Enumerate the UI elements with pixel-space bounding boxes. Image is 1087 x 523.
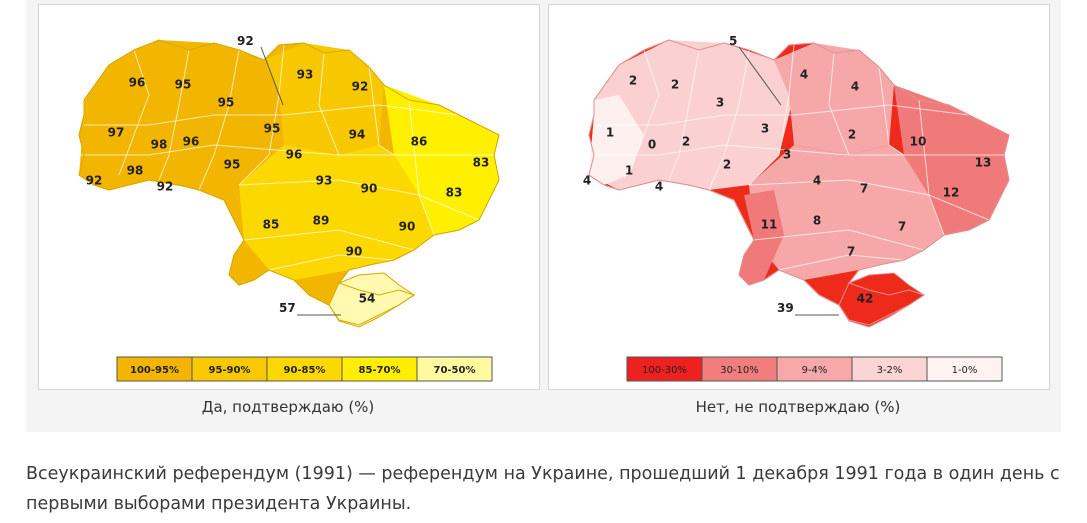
region-value: 95 (224, 158, 241, 172)
article-text: Всеукраинский референдум (1991) — рефере… (26, 464, 1060, 514)
caption-yes: Да, подтверждаю (%) (201, 398, 375, 416)
region-value: 54 (359, 292, 376, 306)
region-value: 85 (263, 218, 280, 232)
region-value: 4 (851, 80, 859, 94)
region-value: 96 (183, 135, 200, 149)
legend-label: 1-0% (952, 365, 978, 376)
region-value: 95 (218, 96, 235, 110)
legend-label: 3-2% (877, 365, 903, 376)
region-value: 2 (629, 74, 637, 88)
region-value: 95 (175, 78, 192, 92)
region-value: 13 (975, 156, 992, 170)
region-value: 83 (473, 156, 490, 170)
legend: 100-30% 30-10% 9-4% 3-2% 1-0% (626, 356, 1003, 382)
legend-swatch (341, 356, 418, 382)
legend-label: 90-85% (283, 365, 325, 376)
region-value: 83 (446, 186, 463, 200)
legend-label: 70-50% (433, 365, 475, 376)
region-value: 95 (264, 122, 281, 136)
region-value: 42 (857, 292, 874, 306)
map-yes: 96 95 95 93 92 97 98 96 95 94 86 92 98 92 95 96 93 83 90 83… (78, 34, 500, 382)
caption-no: Нет, не подтверждаю (%) (695, 398, 901, 416)
region-value: 0 (648, 138, 656, 152)
country-shape (78, 39, 500, 328)
region-value: 2 (682, 135, 690, 149)
region-value: 92 (157, 180, 174, 194)
legend-label: 9-4% (802, 365, 828, 376)
legend-swatch (416, 356, 493, 382)
region-value: 1 (606, 126, 614, 140)
region-value: 89 (313, 214, 330, 228)
region-value: 93 (316, 174, 333, 188)
callout-label: 39 (777, 301, 794, 315)
region-value: 92 (86, 174, 103, 188)
region-value: 4 (813, 174, 821, 188)
legend-swatch (116, 356, 193, 382)
legend-label: 30-10% (720, 365, 759, 376)
callout-label: 92 (237, 34, 254, 48)
region-value: 4 (655, 180, 663, 194)
region-value: 86 (411, 135, 428, 149)
legend-swatch (191, 356, 268, 382)
region-value: 96 (286, 148, 303, 162)
legend-swatch (266, 356, 343, 382)
region-value: 7 (847, 245, 855, 259)
region-value: 90 (399, 220, 416, 234)
region-value: 98 (127, 164, 144, 178)
region-value: 98 (151, 138, 168, 152)
region-value: 96 (129, 76, 146, 90)
legend-swatch (701, 356, 778, 382)
region-value: 7 (860, 182, 868, 196)
legend-label: 85-70% (358, 365, 400, 376)
region-value: 3 (716, 96, 724, 110)
region-value: 2 (671, 78, 679, 92)
legend: 100-95% 95-90% 90-85% 85-70% 70-50% (116, 356, 493, 382)
region-value: 97 (108, 126, 125, 140)
legend-label: 100-95% (130, 365, 179, 376)
country-shape (588, 39, 1010, 328)
region-value: 4 (800, 68, 808, 82)
figure-panel: 96 95 95 93 92 97 98 96 95 94 86 92 98 92 95 96 93 83 90 83… (26, 0, 1061, 432)
region-value: 90 (346, 245, 363, 259)
region-value: 8 (813, 214, 821, 228)
legend-label: 95-90% (208, 365, 250, 376)
region-value: 1 (625, 164, 633, 178)
callout-label: 57 (279, 301, 296, 315)
map-frame-yes: 96 95 95 93 92 97 98 96 95 94 86 92 98 92 95 96 93 83 90 83… (38, 4, 540, 390)
region-value: 90 (361, 182, 378, 196)
legend-swatch (626, 356, 703, 382)
region-value: 12 (943, 186, 960, 200)
region-value: 10 (910, 135, 927, 149)
legend-swatch (851, 356, 928, 382)
region-value: 94 (349, 128, 366, 142)
legend-label: 100-30% (642, 365, 687, 376)
map-frame-no: 2 2 3 4 4 1 0 2 3 2 3 1 2 10 13 4 4 4 7 12 11 8 7 7 42 5 39 100-30%… (548, 4, 1050, 390)
callout-label: 5 (729, 34, 737, 48)
region-value: 7 (898, 220, 906, 234)
region-value: 3 (761, 122, 769, 136)
region-value: 11 (761, 218, 778, 232)
region-value: 4 (583, 174, 591, 188)
region-value: 3 (783, 148, 791, 162)
region-value: 93 (297, 68, 314, 82)
region-value: 2 (723, 158, 731, 172)
legend-swatch (926, 356, 1003, 382)
region-value: 92 (352, 80, 369, 94)
region-value: 2 (848, 128, 856, 142)
